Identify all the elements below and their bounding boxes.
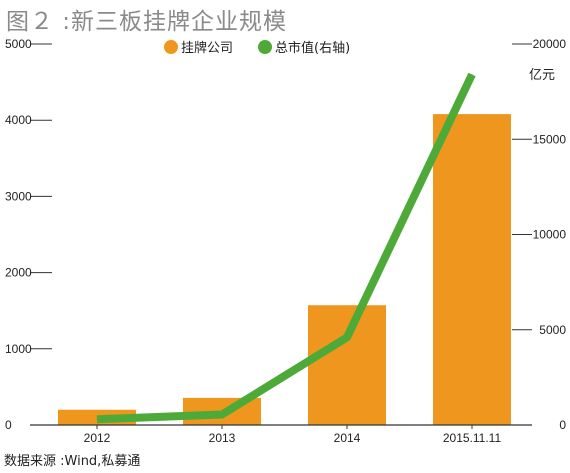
x-tick-label-3: 2015.11.11 bbox=[443, 431, 502, 445]
right-tick-label-4: 20000 bbox=[533, 37, 567, 51]
source-note: 数据来源 :Wind,私募通 bbox=[4, 454, 141, 469]
bar-series bbox=[58, 114, 511, 425]
line-point-2013 bbox=[221, 414, 223, 416]
left-tick-label-0: 0 bbox=[5, 418, 12, 432]
line-point-2012 bbox=[96, 418, 98, 420]
left-tick-label-5: 5000 bbox=[5, 37, 32, 51]
left-tick-label-1: 1000 bbox=[5, 342, 32, 356]
right-tick-label-3: 15000 bbox=[533, 132, 567, 146]
chart-title: 图２ :新三板挂牌企业规模 bbox=[6, 9, 288, 35]
right-tick-label-2: 10000 bbox=[533, 228, 567, 242]
left-tick-label-3: 3000 bbox=[5, 189, 32, 203]
line-point-2015.11.11 bbox=[471, 73, 473, 75]
bar-2014 bbox=[308, 305, 386, 425]
x-tick-label-2: 2014 bbox=[334, 431, 361, 445]
right-tick-label-0: 0 bbox=[559, 418, 566, 432]
line-total-market-value bbox=[96, 72, 476, 424]
right-axis-unit: 亿元 bbox=[529, 68, 555, 83]
legend-swatch-bars bbox=[164, 40, 178, 54]
x-tick-label-0: 2012 bbox=[84, 431, 111, 445]
x-tick-label-1: 2013 bbox=[209, 431, 236, 445]
legend-label-bars: 挂牌公司 bbox=[181, 40, 233, 56]
legend: 挂牌公司 总市值(右轴) bbox=[164, 40, 350, 56]
line-point-2014 bbox=[346, 336, 348, 338]
line-series bbox=[96, 72, 476, 424]
x-axis: 2012 2013 2014 2015.11.11 bbox=[30, 424, 532, 445]
bar-2015.11.11 bbox=[433, 114, 511, 425]
left-tick-label-2: 2000 bbox=[5, 266, 32, 280]
legend-label-line: 总市值(右轴) bbox=[275, 40, 350, 56]
left-axis: 0 1000 2000 3000 4000 5000 bbox=[5, 37, 52, 432]
right-tick-label-1: 5000 bbox=[539, 323, 566, 337]
left-tick-label-4: 4000 bbox=[5, 113, 32, 127]
legend-swatch-line bbox=[258, 40, 272, 54]
right-axis: 0 5000 10000 15000 20000 bbox=[512, 37, 566, 432]
